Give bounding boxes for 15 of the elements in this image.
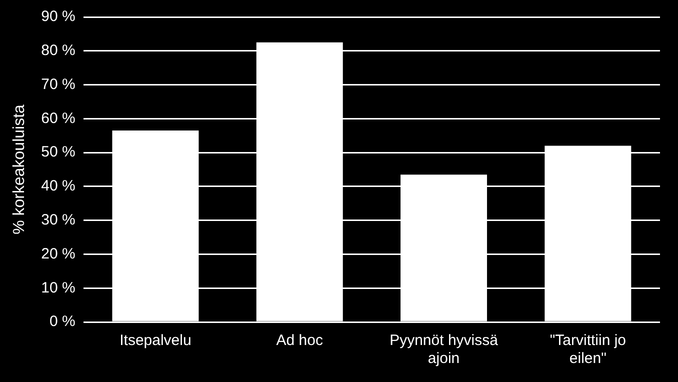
y-tick-label: 70 % [41,76,76,93]
x-tick-label: Pyynnöt hyvissä ajoin [390,332,499,368]
x-tick-label: Ad hoc [276,332,324,350]
y-tick-label: 60 % [41,110,76,127]
y-tick-label: 10 % [41,279,76,296]
y-tick-label: 50 % [41,144,76,161]
y-tick-label: 90 % [41,8,76,26]
y-axis-title: % korkeakouluista [11,104,28,234]
x-tick-label: "Tarvittiin jo eilen" [550,332,626,368]
y-tick-label: 80 % [41,42,76,60]
y-tick-label: 0 % [50,313,76,330]
y-tick-label: 20 % [41,245,76,262]
y-tick-label: 30 % [41,211,76,228]
y-tick-label: 40 % [41,178,76,195]
x-tick-label: Itsepalvelu [120,332,192,350]
